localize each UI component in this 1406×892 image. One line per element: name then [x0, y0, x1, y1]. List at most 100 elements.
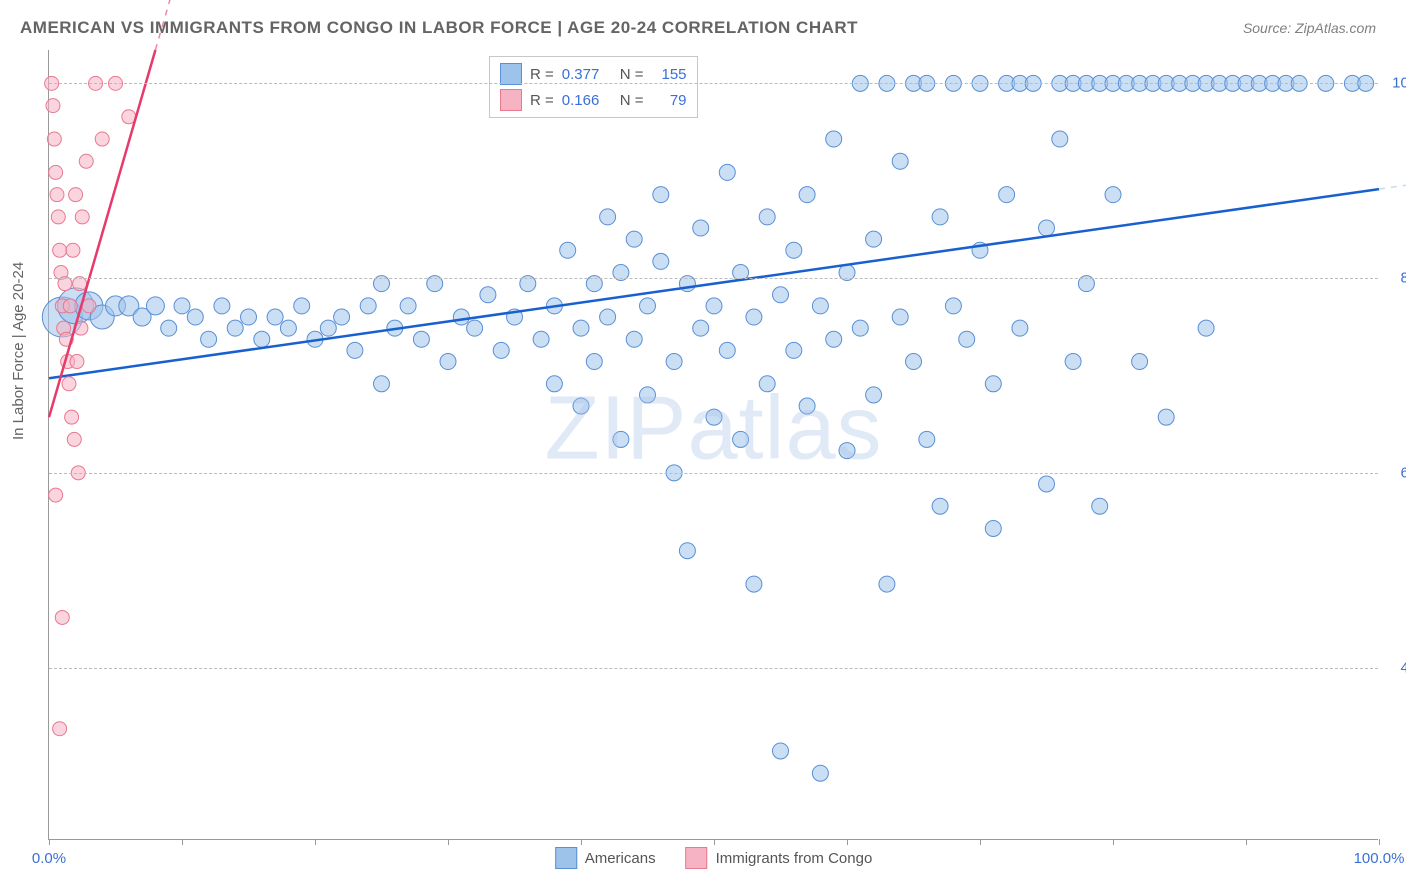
- data-point: [79, 154, 93, 168]
- series-legend: AmericansImmigrants from Congo: [555, 847, 873, 869]
- data-point: [773, 287, 789, 303]
- data-point: [47, 132, 61, 146]
- data-point: [280, 320, 296, 336]
- data-point: [945, 298, 961, 314]
- data-point: [82, 299, 96, 313]
- data-point: [573, 398, 589, 414]
- y-axis-label: In Labor Force | Age 20-24: [10, 262, 27, 440]
- data-point: [653, 253, 669, 269]
- data-point: [187, 309, 203, 325]
- data-point: [985, 376, 1001, 392]
- data-point: [533, 331, 549, 347]
- data-point: [65, 410, 79, 424]
- legend-item: Immigrants from Congo: [686, 847, 873, 869]
- data-point: [679, 543, 695, 559]
- gridline: [49, 473, 1378, 474]
- x-tick: [847, 839, 848, 845]
- legend-r-value: 0.377: [562, 66, 612, 83]
- data-point: [932, 498, 948, 514]
- data-point: [1052, 131, 1068, 147]
- x-tick-label: 100.0%: [1354, 850, 1405, 867]
- data-point: [719, 342, 735, 358]
- data-point: [706, 409, 722, 425]
- data-point: [746, 576, 762, 592]
- x-tick: [581, 839, 582, 845]
- data-point: [706, 298, 722, 314]
- data-point: [413, 331, 429, 347]
- data-point: [839, 443, 855, 459]
- scatter-plot-svg: [49, 50, 1378, 839]
- x-tick: [1379, 839, 1380, 845]
- legend-r-label: R =: [530, 92, 554, 109]
- data-point: [985, 520, 1001, 536]
- data-point: [600, 209, 616, 225]
- data-point: [294, 298, 310, 314]
- data-point: [227, 320, 243, 336]
- legend-n-value: 155: [652, 66, 687, 83]
- data-point: [440, 354, 456, 370]
- data-point: [812, 298, 828, 314]
- legend-n-value: 79: [652, 92, 687, 109]
- data-point: [693, 220, 709, 236]
- data-point: [1105, 187, 1121, 203]
- data-point: [906, 354, 922, 370]
- data-point: [1065, 354, 1081, 370]
- data-point: [66, 243, 80, 257]
- data-point: [799, 398, 815, 414]
- legend-r-value: 0.166: [562, 92, 612, 109]
- data-point: [586, 354, 602, 370]
- legend-n-label: N =: [620, 66, 644, 83]
- data-point: [799, 187, 815, 203]
- data-point: [75, 210, 89, 224]
- data-point: [693, 320, 709, 336]
- data-point: [347, 342, 363, 358]
- data-point: [826, 331, 842, 347]
- legend-swatch: [500, 89, 522, 111]
- x-tick: [1113, 839, 1114, 845]
- x-tick: [49, 839, 50, 845]
- data-point: [759, 376, 775, 392]
- data-point: [70, 355, 84, 369]
- data-point: [613, 431, 629, 447]
- x-tick: [714, 839, 715, 845]
- trend-line: [49, 50, 155, 417]
- trend-line: [49, 189, 1379, 378]
- y-tick-label: 100.0%: [1383, 75, 1406, 92]
- x-tick-label: 0.0%: [32, 850, 66, 867]
- data-point: [1132, 354, 1148, 370]
- data-point: [892, 309, 908, 325]
- data-point: [360, 298, 376, 314]
- data-point: [63, 299, 77, 313]
- data-point: [1158, 409, 1174, 425]
- legend-r-label: R =: [530, 66, 554, 83]
- x-tick: [182, 839, 183, 845]
- data-point: [866, 231, 882, 247]
- data-point: [95, 132, 109, 146]
- data-point: [786, 342, 802, 358]
- data-point: [400, 298, 416, 314]
- data-point: [879, 576, 895, 592]
- x-tick: [980, 839, 981, 845]
- data-point: [55, 610, 69, 624]
- legend-row: R =0.166N =79: [500, 87, 687, 113]
- data-point: [214, 298, 230, 314]
- data-point: [49, 488, 63, 502]
- data-point: [546, 376, 562, 392]
- data-point: [653, 187, 669, 203]
- data-point: [746, 309, 762, 325]
- data-point: [640, 387, 656, 403]
- data-point: [53, 243, 67, 257]
- x-tick: [448, 839, 449, 845]
- data-point: [51, 210, 65, 224]
- data-point: [1039, 220, 1055, 236]
- gridline: [49, 83, 1378, 84]
- data-point: [146, 297, 164, 315]
- data-point: [626, 331, 642, 347]
- correlation-legend: R =0.377N =155R =0.166N =79: [489, 56, 698, 118]
- data-point: [62, 377, 76, 391]
- data-point: [453, 309, 469, 325]
- data-point: [267, 309, 283, 325]
- data-point: [812, 765, 828, 781]
- data-point: [959, 331, 975, 347]
- x-tick: [315, 839, 316, 845]
